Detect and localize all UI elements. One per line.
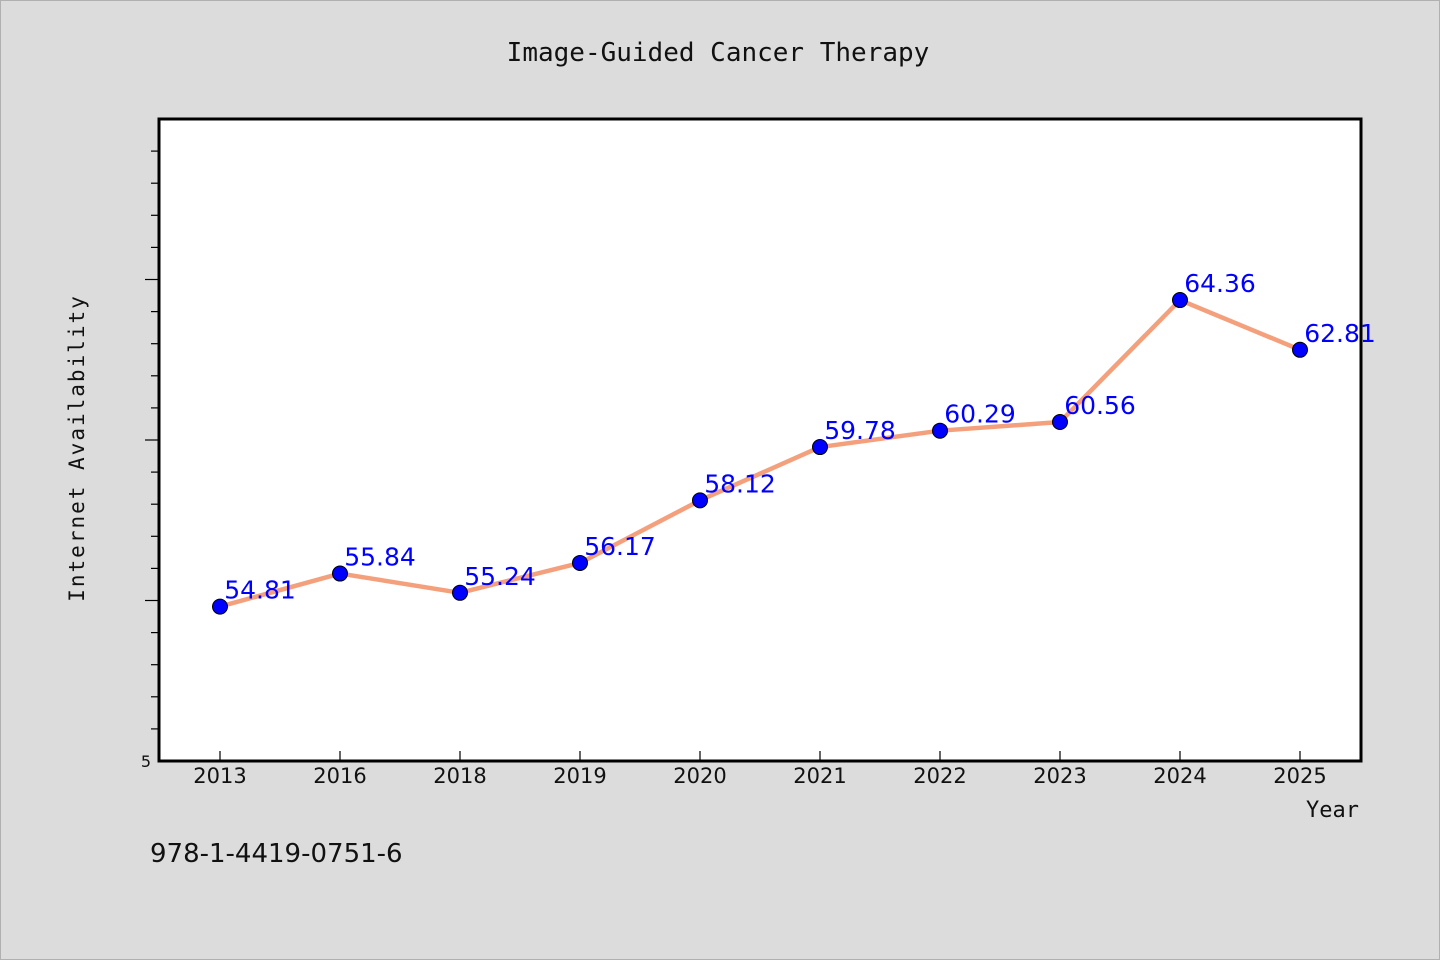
data-label: 62.81 [1304, 319, 1376, 348]
x-tick-label: 2022 [913, 764, 966, 788]
data-label: 55.24 [464, 562, 536, 591]
data-point [812, 439, 828, 456]
data-point [1292, 341, 1308, 358]
x-axis-label: Year [1306, 798, 1359, 823]
x-tick-label: 2018 [433, 764, 486, 788]
data-point [452, 584, 468, 601]
y-axis-ticks: 5 [141, 150, 159, 771]
x-tick-label: 2019 [553, 764, 606, 788]
data-label: 55.84 [344, 543, 416, 572]
data-label: 58.12 [704, 469, 776, 498]
x-tick-label: 2023 [1033, 764, 1086, 788]
x-tick-label: 2013 [193, 764, 246, 788]
isbn-footer: 978-1-4419-0751-6 [150, 839, 403, 869]
chart-title: Image-Guided Cancer Therapy [507, 38, 930, 68]
x-tick-label: 2020 [673, 764, 726, 788]
data-point [1052, 414, 1068, 431]
data-label: 60.29 [944, 400, 1016, 429]
data-label: 64.36 [1184, 269, 1256, 298]
x-tick-label: 2021 [793, 764, 846, 788]
data-point [212, 598, 228, 615]
data-label: 56.17 [584, 532, 656, 561]
y-axis-label: Internet Availability [65, 294, 89, 602]
y-tick-label: 5 [141, 752, 151, 771]
data-point [692, 492, 708, 509]
data-point [1172, 292, 1188, 309]
x-tick-label: 2024 [1153, 764, 1206, 788]
data-point [332, 565, 348, 582]
series-group: 54.81 55.84 55.24 56.17 58.12 59.78 60.29 60.56… [212, 269, 1376, 615]
x-axis-ticks: 2013 2016 2018 2019 2020 2021 2022 2023 2024 2025 [193, 751, 1327, 788]
x-tick-label: 2016 [313, 764, 366, 788]
data-label: 59.78 [824, 416, 896, 445]
series-line [217, 297, 1303, 609]
plot-area [157, 117, 1363, 763]
data-label: 60.56 [1064, 391, 1136, 420]
data-point [572, 554, 588, 571]
data-label: 54.81 [224, 576, 296, 605]
data-point [932, 422, 948, 439]
x-tick-label: 2025 [1273, 764, 1326, 788]
